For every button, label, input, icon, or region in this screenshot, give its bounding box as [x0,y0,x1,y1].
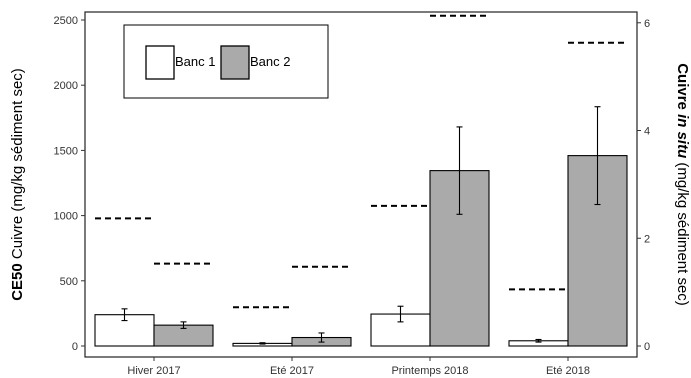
bar-banc-2-2 [429,170,490,347]
y-left-tick-label: 2500 [54,15,78,27]
x-tick-label: Hiver 2017 [127,365,180,377]
y-left-tick-label: 2000 [54,80,78,92]
axes: 0 500 1000 1500 2000 2500 0 2 4 6 Hiver 2017 Eté 20… [9,11,691,377]
y-left-tick-label: 500 [60,276,78,288]
legend-swatch-banc-1 [145,45,175,80]
x-tick-label: Eté 2017 [270,365,314,377]
legend-label-banc-1: Banc 1 [175,54,215,69]
legend: Banc 1 Banc 2 [123,24,329,99]
y-right-axis-title: Cuivre in situ (mg/kg sédiment sec) [674,63,691,306]
y-right-tick-label: 6 [644,18,650,30]
legend-label-banc-2: Banc 2 [250,54,290,69]
x-tick-label: Eté 2018 [546,365,590,377]
y-left-axis-title: CE50 Cuivre (mg/kg sédiment sec) [9,68,26,301]
legend-swatch-banc-2 [220,45,250,80]
y-left-tick-label: 1000 [54,211,78,223]
y-left-tick-label: 1500 [54,145,78,157]
y-right-tick-label: 0 [644,341,650,353]
panel-border [84,11,638,358]
y-right-tick-label: 2 [644,233,650,245]
y-left-tick-label: 0 [72,341,78,353]
plot-area [94,14,628,347]
x-tick-label: Printemps 2018 [391,365,468,377]
y-right-tick-label: 4 [644,126,650,138]
